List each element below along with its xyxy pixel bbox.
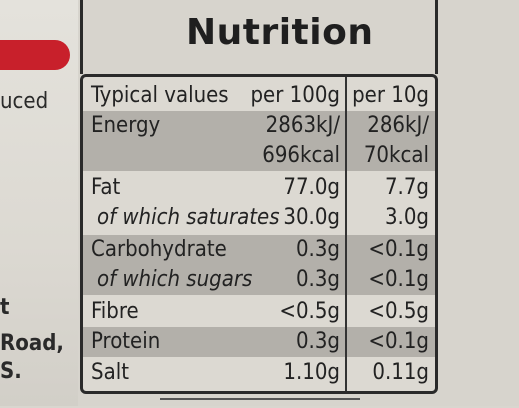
row-value-10g: <0.5g (368, 299, 429, 324)
row-value-100g: 0.3g (295, 329, 340, 354)
row-label: Fibre (91, 299, 139, 324)
row-value-10g: 3.0g (384, 205, 429, 230)
row-label: of which sugars (97, 267, 253, 292)
header-col2: per 10g (352, 83, 429, 108)
table-row: Carbohydrate 0.3g <0.1g (83, 235, 435, 265)
row-label: Salt (91, 360, 129, 385)
row-label: Carbohydrate (91, 237, 227, 262)
left-fragment-4: S. (0, 359, 22, 384)
row-value-10g: 286kJ/ (367, 113, 429, 138)
column-divider (345, 77, 347, 391)
table-row: of which saturates 30.0g 3.0g (83, 203, 435, 233)
table-row: Protein 0.3g <0.1g (83, 327, 435, 357)
row-label: of which saturates (97, 205, 280, 230)
header-col1: per 100g (250, 83, 340, 108)
row-value-10g: <0.1g (368, 237, 429, 262)
nutrition-title: Nutrition (186, 12, 374, 53)
table-row: Energy 2863kJ/ 286kJ/ (83, 111, 435, 141)
row-value-10g: <0.1g (368, 267, 429, 292)
row-value-10g: 0.11g (372, 360, 429, 385)
row-value-100g: 30.0g (283, 205, 340, 230)
row-label: Energy (91, 113, 161, 138)
row-value-100g: 696kcal (262, 143, 340, 168)
row-value-10g: 70kcal (363, 143, 429, 168)
row-value-100g: 0.3g (295, 237, 340, 262)
table-row: Fat 77.0g 7.7g (83, 173, 435, 203)
nutrition-table: Typical values per 100g per 10g Energy 2… (80, 74, 438, 394)
row-value-100g: 1.10g (283, 360, 340, 385)
row-label: Fat (91, 175, 121, 200)
left-fragment-2: t (0, 295, 10, 320)
table-row: Salt 1.10g 0.11g (83, 358, 435, 388)
header-label: Typical values (91, 83, 229, 108)
row-value-100g: 0.3g (295, 267, 340, 292)
row-label: Protein (91, 329, 161, 354)
table-row: Fibre <0.5g <0.5g (83, 297, 435, 327)
panel-right-rule (435, 0, 438, 74)
row-value-100g: 77.0g (283, 175, 340, 200)
table-row: of which sugars 0.3g <0.1g (83, 265, 435, 295)
left-fragment-3: Road, (0, 331, 64, 356)
panel-left-rule (80, 0, 83, 74)
table-row: 696kcal 70kcal (83, 141, 435, 171)
row-value-100g: <0.5g (279, 299, 340, 324)
red-brand-stripe (0, 40, 70, 70)
row-value-10g: 7.7g (384, 175, 429, 200)
bottom-edge-line (160, 398, 360, 408)
table-header-row: Typical values per 100g per 10g (83, 81, 435, 111)
row-value-100g: 2863kJ/ (265, 113, 340, 138)
row-value-10g: <0.1g (368, 329, 429, 354)
left-fragment-1: uced (0, 89, 49, 114)
